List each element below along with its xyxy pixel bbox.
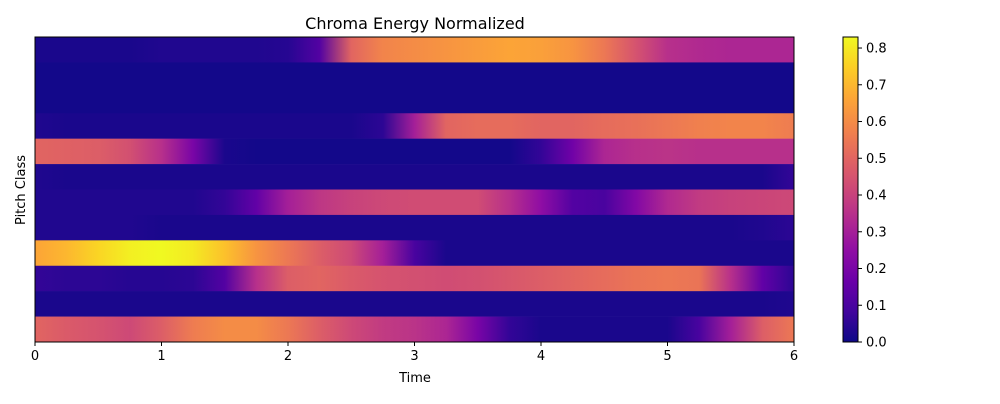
colorbar-gradient bbox=[842, 36, 859, 343]
heatmap-row-9 bbox=[35, 265, 794, 292]
heatmap-row-8 bbox=[35, 240, 794, 267]
colorbar-tick-label: 0.3 bbox=[866, 225, 887, 240]
colorbar-tick-label: 0.6 bbox=[866, 115, 887, 130]
heatmap-row-6 bbox=[35, 189, 794, 216]
heatmap-row-4 bbox=[35, 138, 794, 165]
colorbar-tick-label: 0.1 bbox=[866, 299, 887, 314]
heatmap-row-0 bbox=[35, 37, 794, 63]
x-tick-label: 2 bbox=[284, 349, 292, 364]
heatmap-row-3 bbox=[35, 113, 794, 139]
heatmap-row-2 bbox=[35, 87, 794, 114]
heatmap-row-11 bbox=[35, 316, 794, 343]
chart-title: Chroma Energy Normalized bbox=[305, 14, 525, 33]
heatmap-row-7 bbox=[35, 214, 794, 241]
colorbar-tick-label: 0.4 bbox=[866, 189, 887, 204]
x-tick-label: 1 bbox=[157, 349, 165, 364]
x-tick-label: 6 bbox=[790, 349, 798, 364]
heatmap-cells bbox=[35, 37, 794, 343]
heatmap-row-1 bbox=[35, 62, 794, 89]
colorbar-tick-label: 0.7 bbox=[866, 78, 887, 93]
colorbar-tick-label: 0.2 bbox=[866, 262, 887, 277]
x-ticks: 0 1 2 3 4 5 6 bbox=[31, 342, 798, 364]
colorbar-tick-label: 0.8 bbox=[866, 42, 887, 57]
x-tick-label: 0 bbox=[31, 349, 39, 364]
colorbar-tick-label: 0.5 bbox=[866, 152, 887, 167]
x-tick-label: 5 bbox=[663, 349, 671, 364]
colorbar: 0.0 0.1 0.2 0.3 0.4 0.5 0.6 0.7 0.8 bbox=[842, 36, 887, 351]
colorbar-tick-label: 0.0 bbox=[866, 336, 887, 351]
y-axis-label: Pitch Class bbox=[14, 155, 29, 225]
heatmap-row-5 bbox=[35, 164, 794, 190]
x-axis-label: Time bbox=[398, 371, 431, 386]
heatmap-row-10 bbox=[35, 291, 794, 317]
x-tick-label: 3 bbox=[410, 349, 418, 364]
x-tick-label: 4 bbox=[537, 349, 545, 364]
